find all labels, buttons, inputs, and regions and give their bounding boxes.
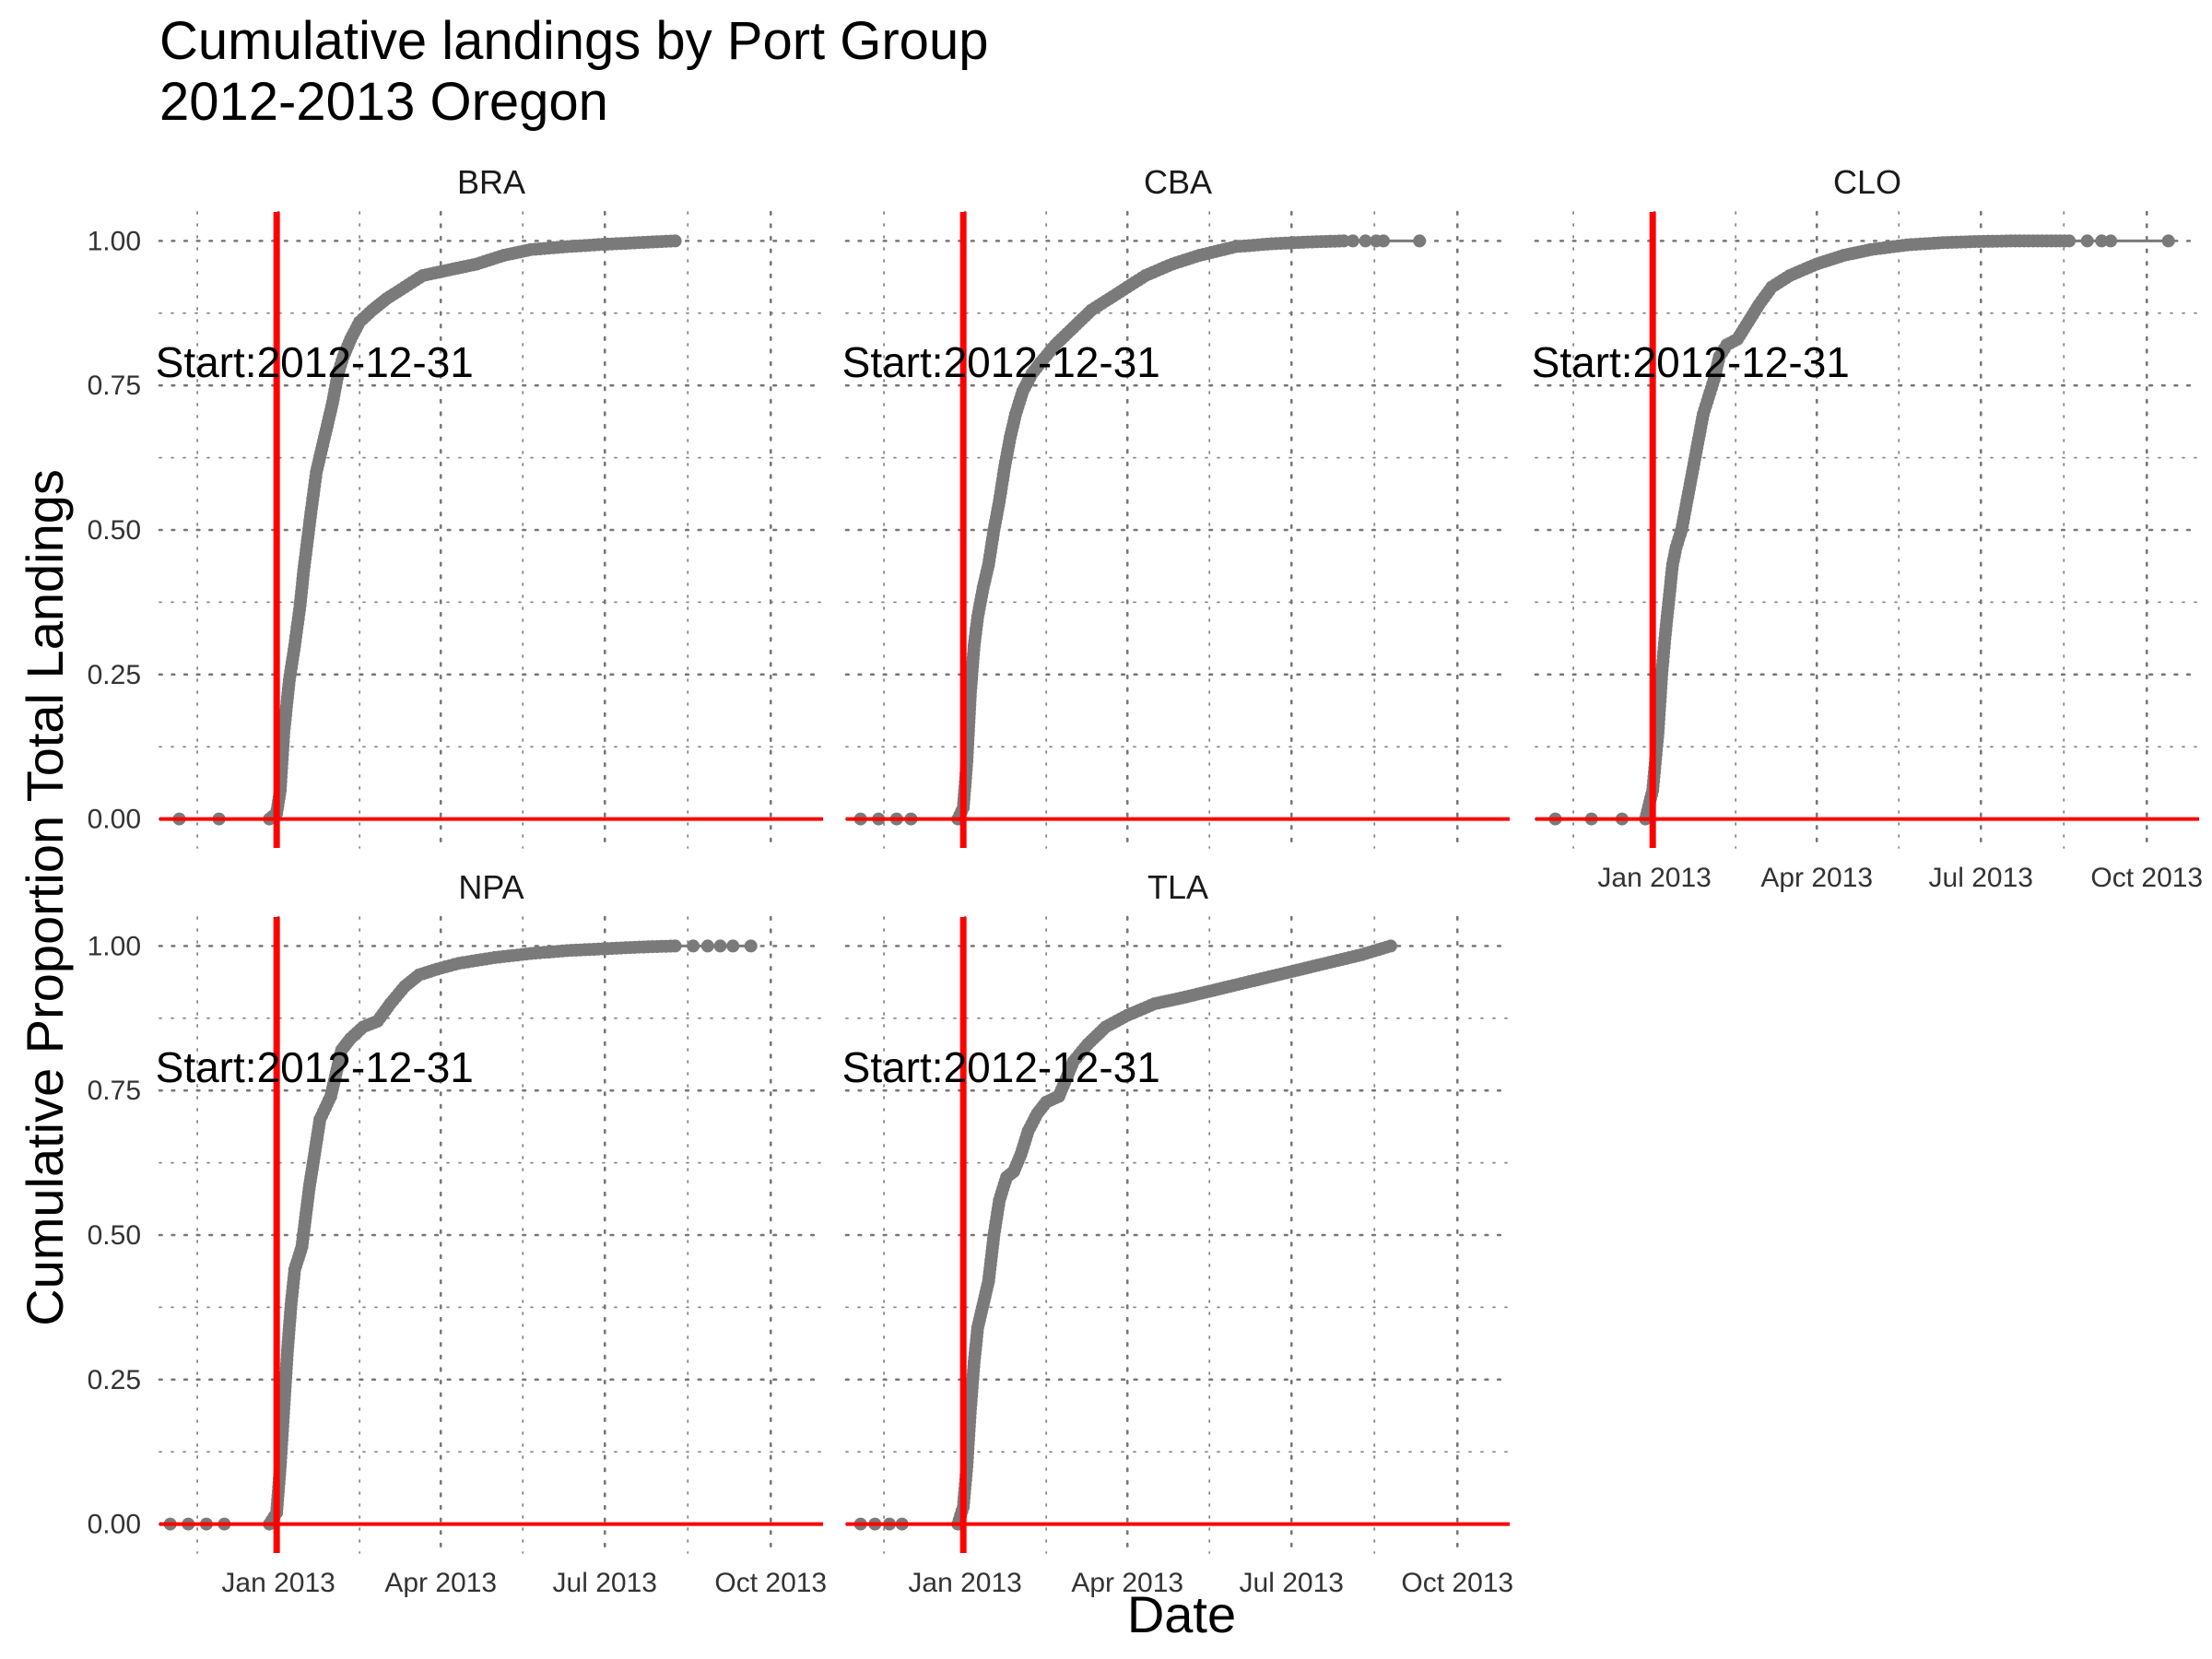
panel-label-npa: NPA bbox=[458, 868, 524, 906]
data-point bbox=[744, 939, 758, 953]
x-tick-label: Apr 2013 bbox=[384, 1568, 497, 1598]
y-tick-label: 1.00 bbox=[88, 931, 141, 961]
data-point bbox=[2104, 234, 2118, 248]
data-point bbox=[2063, 234, 2077, 248]
y-tick-label: 0.75 bbox=[88, 371, 141, 401]
x-tick-label: Jul 2013 bbox=[1240, 1568, 1344, 1598]
chart-title: Cumulative landings by Port Group bbox=[159, 11, 988, 71]
data-point bbox=[700, 939, 714, 953]
data-point bbox=[1383, 939, 1397, 953]
data-point bbox=[668, 234, 682, 248]
data-point bbox=[1413, 234, 1427, 248]
data-point bbox=[687, 939, 700, 953]
data-point bbox=[726, 939, 740, 953]
data-point bbox=[1337, 234, 1350, 248]
start-annotation: Start:2012-12-31 bbox=[842, 338, 1160, 386]
y-axis-title: Cumulative Proportion Total Landings bbox=[16, 469, 74, 1326]
y-tick-label: 1.00 bbox=[88, 226, 141, 256]
y-tick-label: 0.75 bbox=[88, 1076, 141, 1106]
x-tick-label: Jul 2013 bbox=[553, 1568, 657, 1598]
y-tick-label: 0.00 bbox=[88, 1510, 141, 1540]
y-tick-label: 0.50 bbox=[88, 1220, 141, 1251]
x-tick-label: Jan 2013 bbox=[221, 1568, 335, 1598]
x-tick-label: Apr 2013 bbox=[1760, 863, 1873, 893]
facet-panels: BRA0.000.250.500.751.00Start:2012-12-31C… bbox=[88, 163, 2204, 1598]
x-tick-label: Jul 2013 bbox=[1929, 863, 2033, 893]
x-tick-label: Apr 2013 bbox=[1071, 1568, 1183, 1598]
panel-bra: BRA 0.00 0.25 0.50 0.75 1.00 Start:2012-12-31 bbox=[88, 163, 825, 850]
y-tick-label: 0.25 bbox=[88, 660, 141, 690]
x-tick-label: Oct 2013 bbox=[2090, 863, 2203, 893]
chart-subtitle: 2012-2013 Oregon bbox=[159, 72, 608, 132]
data-point bbox=[668, 939, 682, 953]
cumulative-curve-clo bbox=[1643, 239, 2070, 819]
data-point bbox=[1377, 234, 1390, 248]
x-tick-label: Oct 2013 bbox=[1401, 1568, 1513, 1598]
data-point bbox=[2080, 234, 2094, 248]
x-tick-label: Oct 2013 bbox=[714, 1568, 827, 1598]
panel-label-tla: TLA bbox=[1147, 868, 1208, 906]
y-tick-label: 0.00 bbox=[88, 805, 141, 835]
x-tick-label: Jan 2013 bbox=[908, 1568, 1021, 1598]
panel-label-bra: BRA bbox=[457, 163, 525, 201]
panel-label-cba: CBA bbox=[1144, 163, 1212, 201]
data-point bbox=[1359, 234, 1372, 248]
x-axis-title: Date bbox=[1127, 1585, 1236, 1643]
panel-tla: TLA Jan 2013 Apr 2013 Jul 2013 Oct 2013 Start… bbox=[842, 868, 1513, 1598]
start-annotation: Start:2012-12-31 bbox=[1532, 338, 1850, 386]
x-tick-label: Jan 2013 bbox=[1597, 863, 1711, 893]
data-point bbox=[1346, 234, 1359, 248]
start-annotation: Start:2012-12-31 bbox=[156, 338, 474, 386]
y-tick-label: 0.50 bbox=[88, 515, 141, 546]
start-annotation: Start:2012-12-31 bbox=[842, 1043, 1160, 1091]
panel-label-clo: CLO bbox=[1833, 163, 1901, 201]
panel-cba: CBA Start:2012-12-31 bbox=[842, 163, 1512, 850]
data-point bbox=[2161, 234, 2175, 248]
start-annotation: Start:2012-12-31 bbox=[156, 1043, 474, 1091]
y-tick-label: 0.25 bbox=[88, 1365, 141, 1395]
data-point bbox=[2095, 234, 2109, 248]
panel-npa: NPA 0.00 0.25 0.50 0.75 1.00 Jan 2013 Apr 2013 J… bbox=[88, 868, 828, 1598]
panel-clo: CLO Jan 2013 Apr 2013 Jul 2013 Oct 2013 Start… bbox=[1532, 163, 2203, 893]
data-point bbox=[713, 939, 727, 953]
